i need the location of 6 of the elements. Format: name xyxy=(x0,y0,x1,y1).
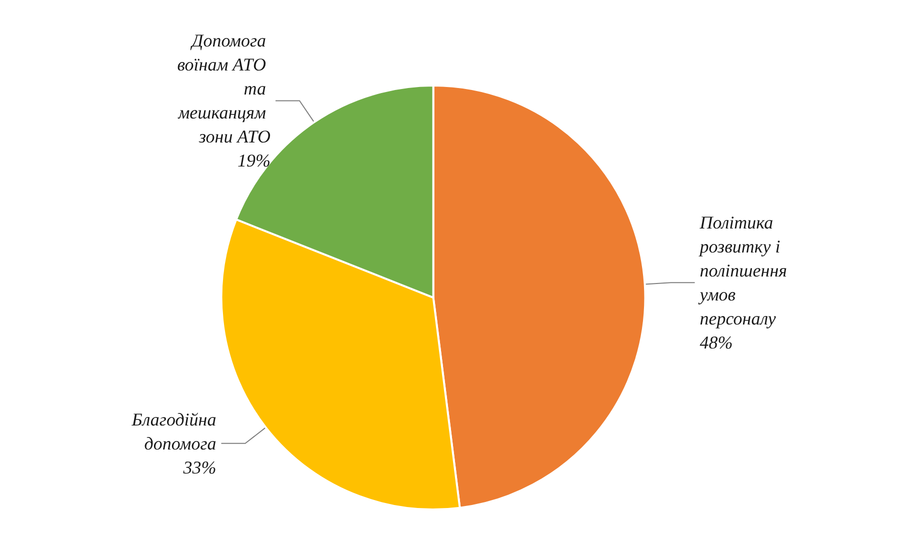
data-label: 33% xyxy=(182,457,216,478)
data-label: 48% xyxy=(700,332,733,353)
slice-label: Допомога воїнам АТО та мешканцям зони АТО xyxy=(177,30,271,147)
slice-label: Політика розвитку і поліпшення умов персоналу xyxy=(698,212,792,329)
data-label: 19% xyxy=(238,150,271,171)
slice-label: Благодійна допомога xyxy=(130,409,216,454)
